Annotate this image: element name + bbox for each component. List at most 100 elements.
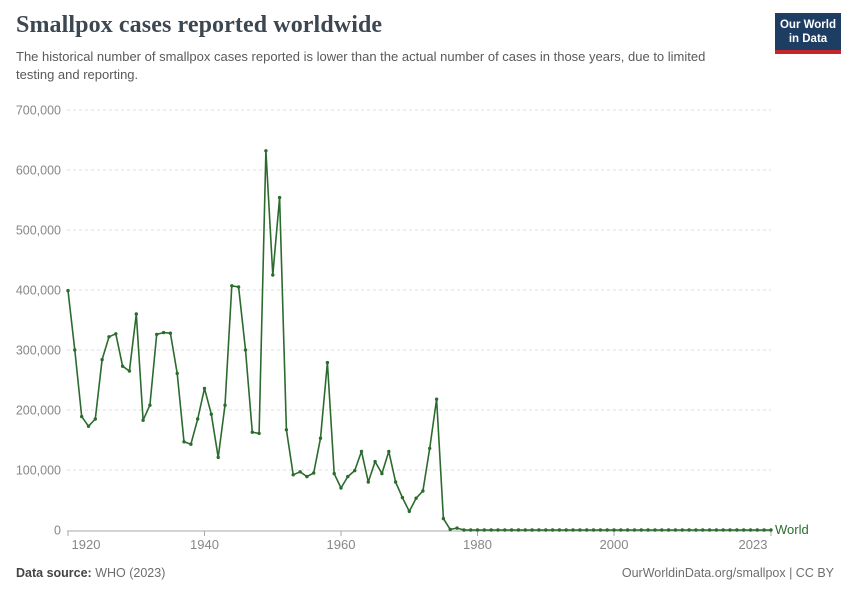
data-point[interactable] [148,403,152,407]
data-point[interactable] [380,471,384,476]
data-point[interactable] [434,397,439,401]
data-point[interactable] [353,468,357,473]
data-point[interactable] [393,480,398,484]
data-point[interactable] [605,528,609,532]
data-point[interactable] [455,526,459,530]
data-point[interactable] [687,528,691,532]
data-point[interactable] [598,528,603,532]
data-point[interactable] [400,495,405,500]
data-point[interactable] [120,364,125,368]
data-point[interactable] [639,528,643,532]
data-point[interactable] [564,528,568,532]
data-point[interactable] [305,474,309,479]
data-point[interactable] [318,436,323,440]
data-point[interactable] [161,330,166,335]
data-point[interactable] [516,528,521,532]
data-point[interactable] [107,335,111,339]
data-point[interactable] [721,528,725,532]
data-point[interactable] [298,470,302,474]
data-point[interactable] [680,528,684,532]
data-point[interactable] [503,528,507,532]
data-point[interactable] [155,332,159,337]
data-point[interactable] [86,424,91,428]
data-point[interactable] [236,285,241,289]
data-point[interactable] [694,528,698,532]
data-point[interactable] [585,528,589,532]
data-point[interactable] [530,528,534,532]
data-point[interactable] [625,528,630,532]
data-point[interactable] [728,528,732,532]
data-point[interactable] [748,528,753,532]
data-point[interactable] [537,528,541,532]
data-point[interactable] [619,528,623,532]
data-point[interactable] [496,528,500,532]
data-point[interactable] [141,418,145,422]
data-point[interactable] [475,528,480,532]
data-point[interactable] [612,528,616,532]
data-point[interactable] [216,455,220,460]
data-point[interactable] [660,528,664,532]
data-point[interactable] [707,528,712,532]
data-point[interactable] [673,528,678,532]
data-point[interactable] [168,331,173,335]
data-point[interactable] [223,403,227,407]
data-point[interactable] [557,528,562,532]
data-point[interactable] [387,449,391,454]
data-point[interactable] [250,430,254,434]
owid-logo[interactable]: Our World in Data [775,13,841,54]
data-point[interactable] [209,412,213,416]
data-point[interactable] [291,473,295,477]
data-point[interactable] [202,386,207,391]
data-point[interactable] [346,474,350,479]
data-point[interactable] [769,528,773,532]
data-point[interactable] [428,446,432,451]
data-point[interactable] [544,528,548,532]
data-point[interactable] [482,528,486,532]
data-point[interactable] [762,528,766,532]
data-point[interactable] [127,369,132,373]
data-point[interactable] [332,471,336,476]
data-point[interactable] [230,284,234,288]
data-point[interactable] [742,528,746,532]
data-point[interactable] [277,195,282,200]
data-point[interactable] [653,528,657,532]
data-point[interactable] [578,528,582,532]
data-point[interactable] [339,486,343,490]
data-point[interactable] [73,348,77,352]
data-point[interactable] [666,528,671,532]
data-point[interactable] [421,489,425,493]
data-point[interactable] [646,528,650,532]
data-point[interactable] [407,509,411,514]
data-point[interactable] [441,516,446,521]
data-point[interactable] [714,528,719,532]
data-point[interactable] [735,528,739,532]
data-point[interactable] [701,528,705,532]
data-point[interactable] [243,348,248,352]
data-point[interactable] [182,440,186,444]
data-point[interactable] [359,449,364,454]
data-point[interactable] [100,357,104,362]
data-point[interactable] [632,528,637,532]
data-point[interactable] [489,528,493,532]
data-point[interactable] [366,480,370,484]
data-point[interactable] [134,312,138,316]
data-point[interactable] [284,428,289,432]
data-point[interactable] [66,288,70,293]
data-point[interactable] [189,442,193,446]
data-point[interactable] [175,371,179,376]
data-point[interactable] [196,417,200,421]
data-point[interactable] [591,528,596,532]
data-point[interactable] [523,528,527,532]
data-point[interactable] [264,149,268,153]
data-point[interactable] [414,496,418,500]
license-link[interactable]: OurWorldinData.org/smallpox | CC BY [621,566,834,580]
data-point[interactable] [462,528,466,532]
data-point[interactable] [755,528,759,532]
data-point[interactable] [80,414,84,419]
data-point[interactable] [373,459,377,464]
data-point[interactable] [312,471,316,475]
data-point[interactable] [257,431,261,436]
data-point[interactable] [93,417,98,421]
data-point[interactable] [271,273,275,277]
world-line[interactable] [67,149,771,531]
